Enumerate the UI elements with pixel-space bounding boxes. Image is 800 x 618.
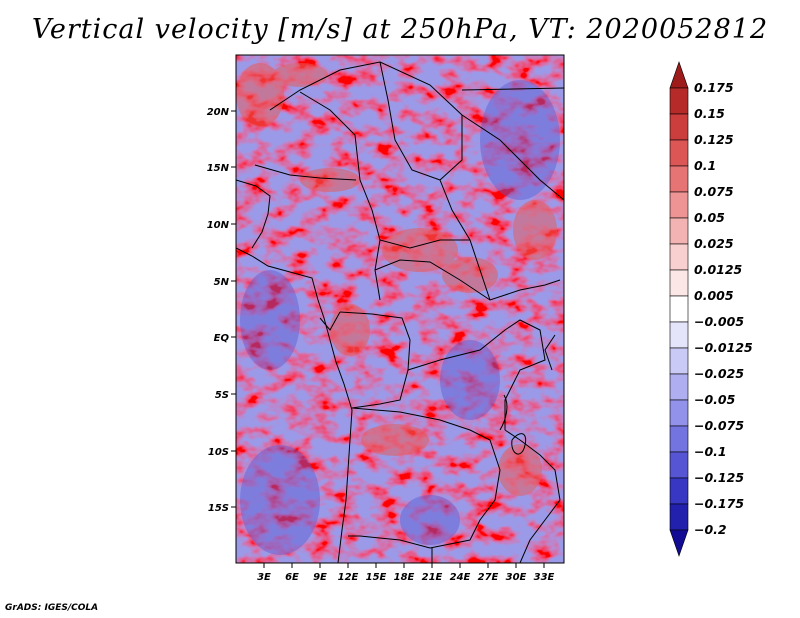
- colorbar-label: 0.05: [694, 210, 725, 225]
- colorbar-swatch: [669, 295, 689, 323]
- colorbar: [669, 61, 689, 557]
- vertical-velocity-field: [236, 55, 564, 563]
- colorbar-swatch: [669, 529, 689, 557]
- colorbar-label: 0.025: [694, 236, 734, 251]
- colorbar-label: −0.125: [694, 470, 744, 485]
- lon-label: 12E: [338, 572, 359, 583]
- lat-label: 10S: [208, 447, 229, 458]
- map-frame: [235, 54, 565, 564]
- colorbar-label: 0.0125: [694, 262, 743, 277]
- lon-label: 33E: [534, 572, 555, 583]
- colorbar-swatch: [669, 347, 689, 375]
- grads-credit: GrADS: IGES/COLA: [5, 603, 99, 613]
- lon-label: 3E: [257, 572, 271, 583]
- map-title: Vertical velocity [m/s] at 250hPa, VT: 2…: [31, 14, 769, 45]
- colorbar-label: −0.075: [694, 418, 744, 433]
- colorbar-swatch: [669, 477, 689, 505]
- lat-label: 20N: [207, 107, 230, 118]
- colorbar-swatch: [669, 451, 689, 479]
- lat-label: 5S: [215, 390, 229, 401]
- latitude-axis: 20N 15N 10N 5N EQ 5S 10S 15S: [207, 107, 236, 514]
- colorbar-swatch: [669, 113, 689, 141]
- colorbar-swatch: [669, 243, 689, 271]
- colorbar-label: 0.175: [694, 80, 734, 95]
- lat-label: 5N: [214, 277, 230, 288]
- colorbar-swatch: [669, 165, 689, 193]
- colorbar-label: −0.0125: [694, 340, 753, 355]
- colorbar-label: 0.005: [694, 288, 734, 303]
- lon-label: 6E: [285, 572, 299, 583]
- lat-label: 15N: [207, 163, 230, 174]
- colorbar-label: −0.05: [694, 392, 736, 407]
- colorbar-swatch: [669, 373, 689, 401]
- colorbar-swatch: [669, 503, 689, 531]
- longitude-axis: 3E 6E 9E 12E 15E 18E 21E 24E 27E 30E 33E: [257, 563, 555, 583]
- lon-label: 9E: [313, 572, 327, 583]
- colorbar-label: 0.15: [694, 106, 725, 121]
- colorbar-labels: 0.175 0.15 0.125 0.1 0.075 0.05 0.025 0.…: [694, 80, 753, 537]
- lon-label: 18E: [394, 572, 415, 583]
- lat-label: EQ: [214, 333, 230, 344]
- colorbar-label: 0.125: [694, 132, 734, 147]
- colorbar-swatch: [669, 399, 689, 427]
- lon-label: 24E: [450, 572, 471, 583]
- lon-label: 15E: [366, 572, 387, 583]
- lat-label: 15S: [208, 503, 229, 514]
- colorbar-swatch: [669, 321, 689, 349]
- lon-label: 27E: [478, 572, 499, 583]
- colorbar-label: −0.175: [694, 496, 744, 511]
- lon-label: 21E: [422, 572, 443, 583]
- colorbar-swatch: [669, 61, 689, 89]
- colorbar-swatch: [669, 217, 689, 245]
- colorbar-swatch: [669, 269, 689, 297]
- colorbar-label: −0.2: [694, 522, 727, 537]
- colorbar-label: 0.075: [694, 184, 734, 199]
- colorbar-swatch: [669, 425, 689, 453]
- colorbar-label: −0.025: [694, 366, 744, 381]
- colorbar-label: −0.1: [694, 444, 727, 459]
- colorbar-swatch: [669, 87, 689, 115]
- colorbar-swatch: [669, 139, 689, 167]
- colorbar-label: −0.005: [694, 314, 744, 329]
- lat-label: 10N: [207, 220, 230, 231]
- country-borders: [236, 61, 564, 563]
- colorbar-label: 0.1: [694, 158, 716, 173]
- lon-label: 30E: [506, 572, 527, 583]
- colorbar-swatch: [669, 191, 689, 219]
